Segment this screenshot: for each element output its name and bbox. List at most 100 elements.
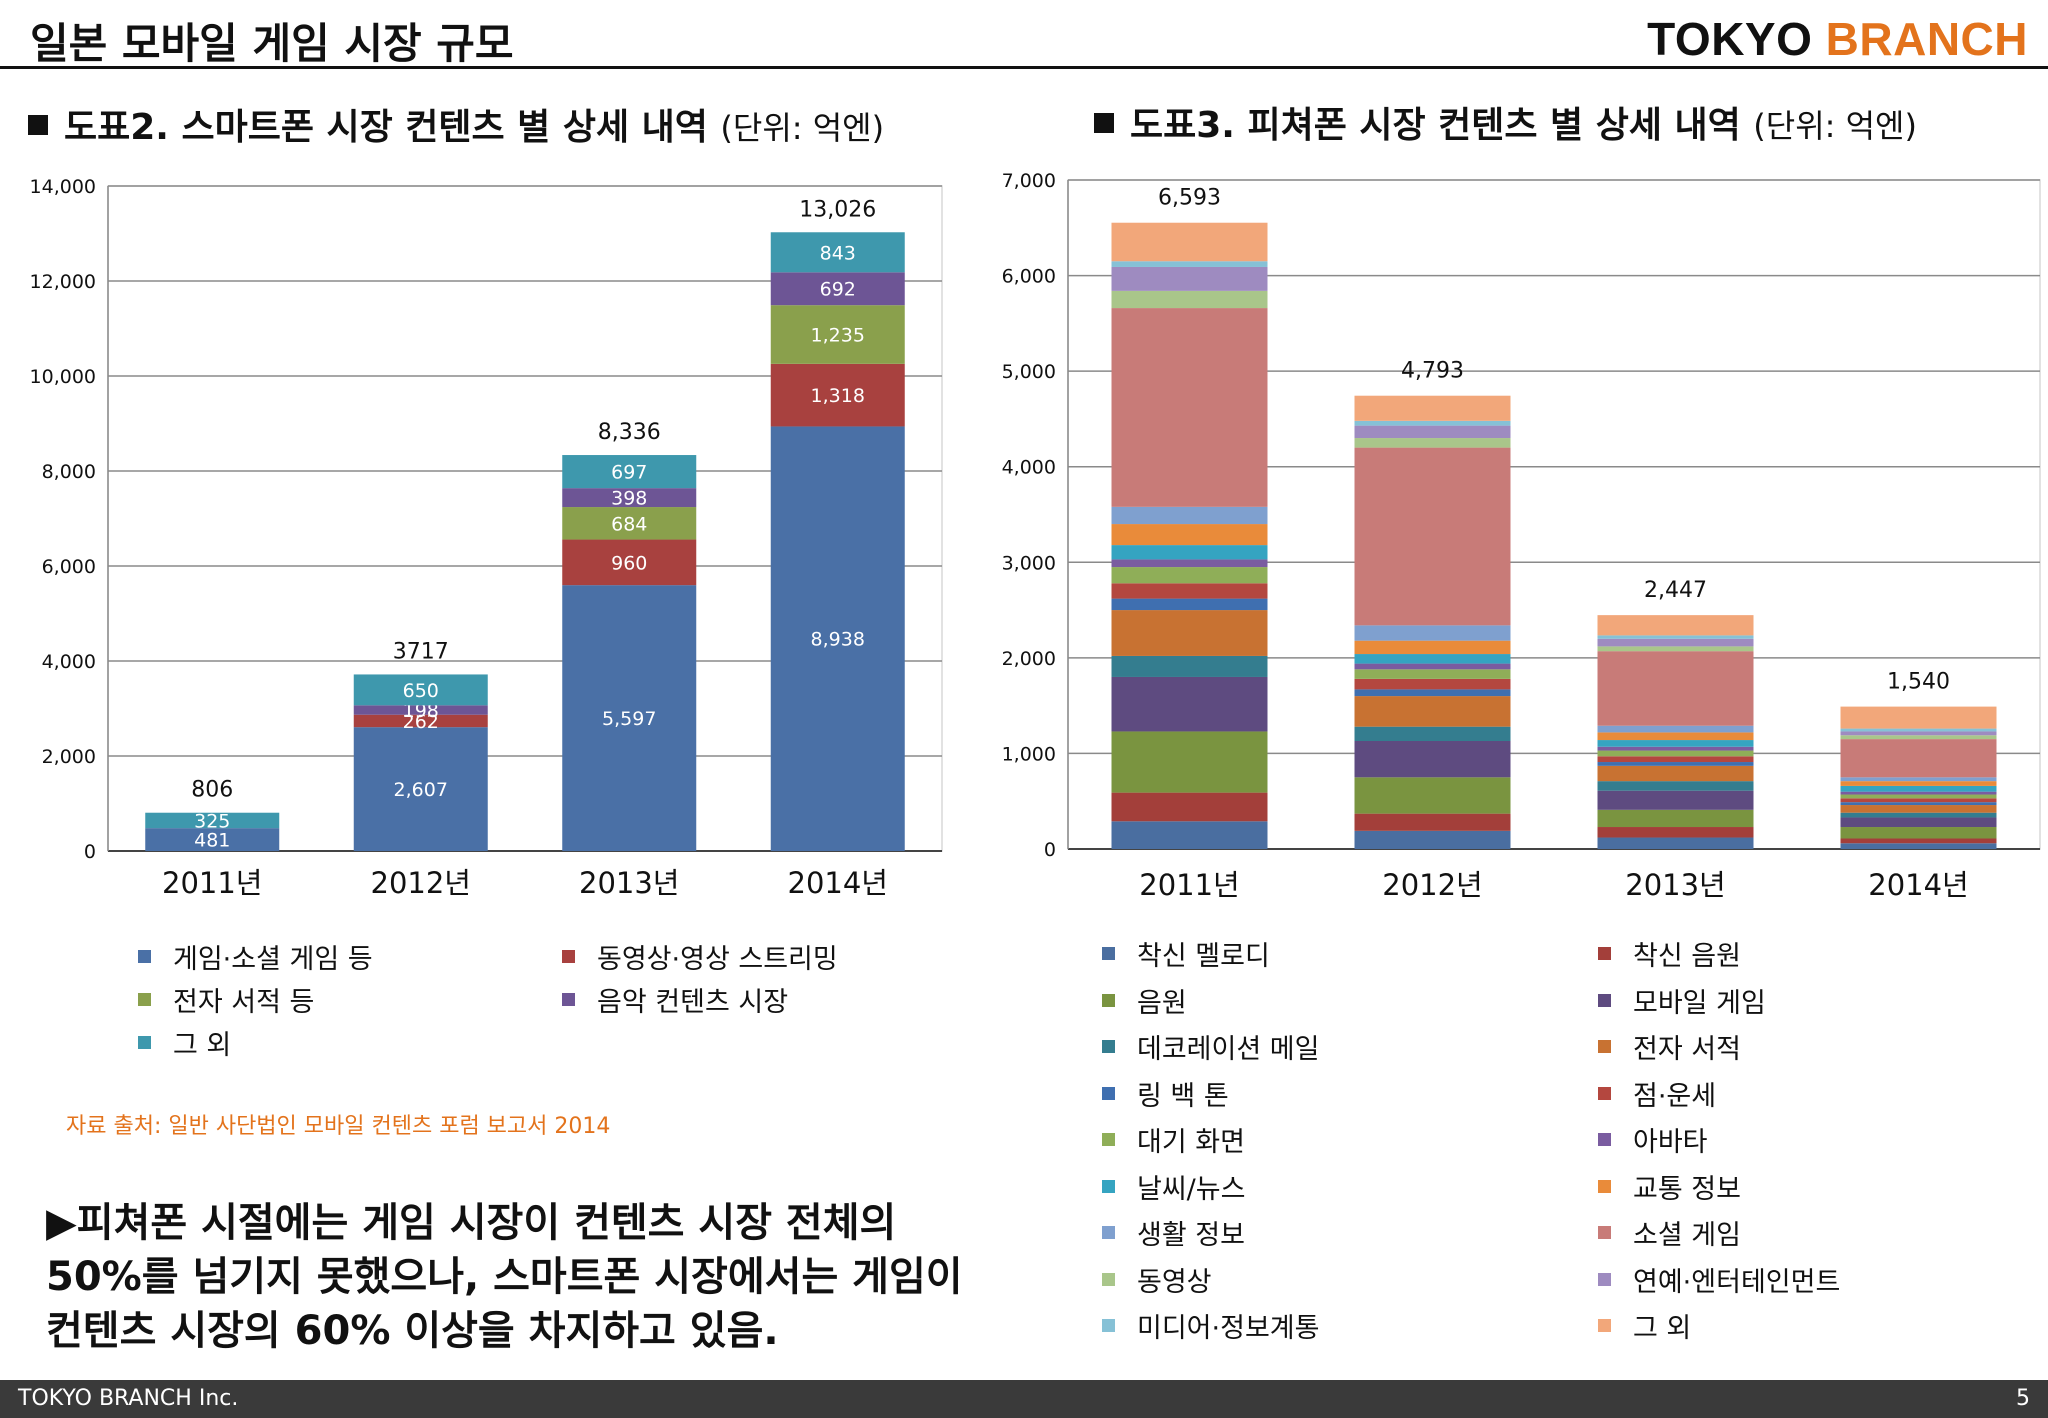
chart2-bar-segment-series-3 xyxy=(353,705,488,715)
chart3-bar-segment-series-6 xyxy=(1354,689,1511,697)
legend-label: 그 외 xyxy=(173,1030,232,1061)
legend-swatch xyxy=(1102,1086,1115,1100)
chart3-bar-segment-series-0 xyxy=(1354,830,1511,849)
legend-item: 교통 정보 xyxy=(1598,1167,1741,1206)
legend-item: 데코레이션 메일 xyxy=(1102,1027,1319,1066)
legend-label: 교통 정보 xyxy=(1633,1173,1741,1205)
chart3-bar-segment-series-4 xyxy=(1354,726,1511,742)
legend-item: 미디어·정보계통 xyxy=(1102,1306,1319,1345)
legend-swatch xyxy=(138,1036,151,1049)
chart3-bar-segment-series-14 xyxy=(1111,290,1268,309)
chart3-ytick-label: 2,000 xyxy=(1002,648,1056,670)
chart3-bar-segment-series-16 xyxy=(1597,635,1754,639)
legend-label: 데코레이션 메일 xyxy=(1137,1034,1320,1065)
chart3-bar-segment-series-3 xyxy=(1354,741,1511,778)
chart3-bar-segment-series-9 xyxy=(1840,791,1997,795)
chart3-bar-segment-series-13 xyxy=(1354,447,1511,626)
chart2-ytick-label: 10,000 xyxy=(30,366,96,388)
chart2-bar-segment-series-0 xyxy=(145,828,280,851)
legend-label: 아바타 xyxy=(1633,1127,1708,1158)
chart2-bar-segment-series-4 xyxy=(145,812,280,829)
legend-swatch xyxy=(1598,1179,1611,1193)
chart2-ytick-label: 2,000 xyxy=(42,746,96,768)
chart2-ytick-label: 14,000 xyxy=(30,176,96,198)
chart2-ytick-label: 0 xyxy=(84,841,96,863)
chart2-category-label: 2013년 xyxy=(579,866,679,900)
chart2-segment-label: 1,318 xyxy=(811,385,865,407)
legend-label: 착신 음원 xyxy=(1633,941,1741,972)
chart3-bar-segment-series-5 xyxy=(1111,610,1268,656)
chart3-bar-segment-series-11 xyxy=(1840,781,1997,786)
chart3-bar-segment-series-6 xyxy=(1597,762,1754,766)
chart3-category-label: 2012년 xyxy=(1382,868,1482,902)
chart3-bar-segment-series-16 xyxy=(1354,420,1511,426)
chart3-bar-segment-series-11 xyxy=(1597,732,1754,741)
legend-item: 연예·엔터테인먼트 xyxy=(1598,1260,1840,1299)
legend-label: 링 백 톤 xyxy=(1137,1080,1229,1112)
chart2-title: 도표2. 스마트폰 시장 컨텐츠 별 상세 내역 (단위: 억엔) xyxy=(28,98,884,150)
chart3-bar-segment-series-1 xyxy=(1111,792,1268,822)
chart3-bar-segment-series-5 xyxy=(1354,696,1511,727)
legend-swatch xyxy=(1598,947,1611,960)
chart3-bar-segment-series-14 xyxy=(1597,646,1754,652)
legend-item: 음악 컨텐츠 시장 xyxy=(562,980,788,1019)
chart3-bar-segment-series-12 xyxy=(1840,777,1997,782)
chart3-bar-segment-series-16 xyxy=(1840,728,1997,732)
legend-label: 전자 서적 등 xyxy=(173,987,315,1018)
chart3-ytick-label: 7,000 xyxy=(1002,170,1056,192)
legend-label: 대기 화면 xyxy=(1137,1127,1245,1158)
chart2-total-label: 8,336 xyxy=(598,420,661,445)
chart3-bar-segment-series-11 xyxy=(1111,524,1268,546)
legend-item: 전자 서적 등 xyxy=(138,980,314,1019)
legend-item: 소셜 게임 xyxy=(1598,1213,1741,1252)
chart2-total-label: 806 xyxy=(191,778,233,803)
footer-company: TOKYO BRANCH Inc. xyxy=(18,1386,239,1411)
legend-item: 모바일 게임 xyxy=(1598,981,1766,1020)
chart3-bar-segment-series-1 xyxy=(1840,838,1997,844)
chart3-bar-segment-series-14 xyxy=(1354,438,1511,448)
legend-item: 동영상·영상 스트리밍 xyxy=(562,937,838,976)
chart2-bar-segment-series-0 xyxy=(770,426,905,851)
slide-title: 일본 모바일 게임 시장 규모 xyxy=(30,19,514,68)
chart2-segment-label: 198 xyxy=(403,700,439,722)
legend-swatch xyxy=(1102,1040,1115,1053)
chart3-category-label: 2011년 xyxy=(1139,868,1239,902)
conclusion-line: 컨텐츠 시장의 60% 이상을 차지하고 있음. xyxy=(46,1308,779,1354)
chart3-bar-segment-series-7 xyxy=(1354,678,1511,690)
chart2-segment-label: 960 xyxy=(611,552,647,574)
conclusion-line: 50%를 넘기지 못했으나, 스마트폰 시장에서는 게임이 xyxy=(46,1254,963,1300)
legend-item: 음원 xyxy=(1102,981,1187,1020)
chart3-bar-segment-series-1 xyxy=(1597,827,1754,838)
legend-swatch xyxy=(1598,1319,1611,1332)
legend-swatch xyxy=(1102,1272,1115,1286)
chart3-bar-segment-series-10 xyxy=(1111,545,1268,560)
slide-footer: TOKYO BRANCH Inc. 5 xyxy=(0,1380,2048,1418)
legend-swatch xyxy=(1102,1133,1115,1146)
legend-item: 생활 정보 xyxy=(1102,1213,1245,1252)
chart3-bar-segment-series-2 xyxy=(1597,809,1754,828)
chart3-bar-segment-series-4 xyxy=(1111,655,1268,677)
chart3-bar-segment-series-7 xyxy=(1840,798,1997,803)
chart3-bar-segment-series-1 xyxy=(1354,813,1511,831)
legend-swatch xyxy=(138,950,151,963)
chart2-segment-label: 398 xyxy=(611,488,647,510)
chart3-bar-segment-series-8 xyxy=(1354,669,1511,679)
chart3-bar-segment-series-3 xyxy=(1840,817,1997,828)
chart2-segment-label: 2,607 xyxy=(394,779,448,801)
conclusion-text: ▶피쳐폰 시절에는 게임 시장이 컨텐츠 시장 전체의 50%를 넘기지 못했으… xyxy=(46,1196,1046,1358)
legend-label: 연예·엔터테인먼트 xyxy=(1633,1266,1841,1298)
legend-item: 그 외 xyxy=(1598,1306,1691,1345)
chart2-ytick-label: 8,000 xyxy=(42,461,96,483)
legend-label: 착신 멜로디 xyxy=(1137,941,1270,972)
chart3-bar-segment-series-13 xyxy=(1840,739,1997,778)
chart2-category-label: 2012년 xyxy=(371,866,471,900)
chart3-ytick-label: 5,000 xyxy=(1002,361,1056,383)
legend-item: 착신 멜로디 xyxy=(1102,934,1270,973)
legend-label: 동영상·영상 스트리밍 xyxy=(597,944,838,975)
chart2-bar-segment-series-2 xyxy=(770,305,905,364)
legend-swatch xyxy=(562,993,575,1006)
chart2-bar-segment-series-3 xyxy=(770,272,905,306)
chart2-segment-label: 481 xyxy=(194,830,230,852)
chart3-bar-segment-series-9 xyxy=(1111,559,1268,568)
chart2-bar-segment-series-1 xyxy=(353,714,488,728)
